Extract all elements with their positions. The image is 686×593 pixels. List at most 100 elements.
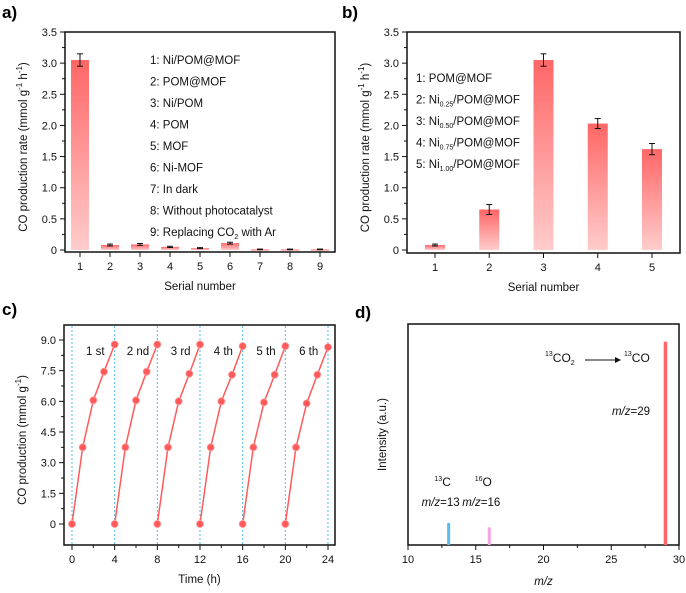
y-tick-label: 2.0 [384, 120, 399, 132]
bar [479, 209, 500, 250]
peak [663, 341, 668, 545]
data-point [153, 520, 162, 528]
x-tick-label: 8 [287, 261, 293, 273]
data-point [228, 370, 236, 379]
mz-label: m/z=29 [612, 406, 650, 418]
legend-text: 9: Replacing CO [150, 227, 234, 239]
peak [447, 522, 451, 545]
data-point [68, 520, 76, 528]
ylabel-sup: -1 [14, 378, 23, 386]
data-point [100, 367, 108, 376]
legend-text: 1: Ni/POM@MOF [150, 55, 240, 67]
data-point [292, 443, 300, 452]
x-tick-label: 25 [605, 554, 617, 566]
reactant-formula: CO [553, 351, 571, 365]
y-axis-title: CO production rate (mmol g-1 h-1) [357, 63, 372, 233]
x-tick-label: 5 [197, 261, 203, 273]
legend-subscript: 1.00 [440, 166, 454, 173]
x-tick-label: 0 [69, 554, 75, 566]
product-label: 13CO [624, 351, 650, 365]
bar [161, 246, 179, 250]
data-point [313, 370, 322, 379]
reactant-label: 13CO2 [545, 351, 575, 367]
x-axis-title: m/z [534, 576, 553, 588]
data-point [132, 396, 140, 405]
legend-text: 5: MOF [150, 141, 188, 153]
ylabel-end: ) [17, 375, 29, 379]
panel-label-b: b) [342, 3, 358, 22]
legend-subscript: 0.25 [440, 102, 454, 109]
ylabel-main: CO production rate (mmol g [18, 90, 30, 232]
peak [487, 527, 491, 545]
x-tick-label: 5 [649, 262, 655, 274]
y-tick-label: 2.5 [42, 89, 57, 101]
ylabel-sup: -1 [357, 83, 366, 91]
legend-entry: 4: POM [150, 120, 189, 132]
y-tick-label: 2.5 [384, 89, 399, 101]
y-tick-label: 1.0 [42, 183, 57, 195]
bar [221, 243, 239, 250]
reactant-subscript: 2 [571, 360, 575, 367]
legend-text: 4: Ni [416, 138, 440, 150]
legend-entry: 9: Replacing CO2 with Ar [150, 227, 276, 241]
data-point [174, 397, 183, 406]
mz-italic: m/z [462, 497, 481, 509]
x-tick-label: 8 [154, 554, 160, 566]
peak-label-sup: 16 [475, 476, 483, 483]
legend-text-after: with Ar [238, 227, 276, 239]
x-tick-label: 2 [486, 262, 492, 274]
ylabel-mid: h [18, 73, 30, 83]
data-point [238, 520, 247, 528]
y-tick-label: 3.5 [384, 27, 399, 39]
data-point [281, 342, 290, 351]
x-tick-label: 4 [595, 262, 601, 274]
x-tick-label: 1 [432, 262, 438, 274]
legend-text: 6: Ni-MOF [150, 163, 203, 175]
legend-text: 8: Without photocatalyst [150, 206, 274, 218]
legend-entry: 5: Ni1.00/POM@MOF [416, 159, 520, 173]
x-tick-label: 12 [194, 554, 206, 566]
data-point [164, 443, 172, 452]
y-tick-label: 3.0 [384, 58, 399, 70]
bar [101, 245, 119, 250]
x-tick-label: 7 [257, 261, 263, 273]
data-point [238, 342, 247, 351]
y-tick-label: 1.0 [384, 183, 399, 195]
y-axis-title: CO production rate (mmol g-1 h-1) [15, 62, 30, 232]
data-point [302, 399, 311, 408]
y-tick-label: 2.0 [42, 120, 57, 132]
mz-value: =29 [630, 406, 650, 418]
cycle-label: 5 th [256, 346, 275, 358]
peak-label-element: C [442, 475, 451, 489]
legend-entry: 6: Ni-MOF [150, 163, 203, 175]
peak-label-sup: 13 [434, 476, 442, 483]
y-tick-label: 0.5 [384, 214, 399, 226]
x-tick-label: 20 [279, 554, 291, 566]
x-tick-label: 10 [402, 554, 414, 566]
data-point [260, 398, 268, 407]
legend-entry: 8: Without photocatalyst [150, 206, 274, 218]
ylabel-sup: -1 [15, 82, 24, 90]
y-tick-label: 3.0 [42, 58, 57, 70]
mz-label: m/z=16 [462, 497, 500, 509]
y-tick-label: 1.5 [42, 152, 57, 164]
x-tick-label: 24 [322, 554, 334, 566]
legend-text-after: /POM@MOF [453, 159, 520, 171]
panel-label-a: a) [2, 3, 17, 22]
legend-entry: 4: Ni0.75/POM@MOF [416, 138, 520, 152]
mz-value: =13 [440, 497, 460, 509]
ylabel-main: CO production rate (mmol g [360, 90, 372, 232]
y-tick-label: 1.5 [384, 152, 399, 164]
legend-text: 1: POM@MOF [416, 73, 492, 85]
mz-label: m/z=13 [422, 497, 460, 509]
y-axis-title: Intensity (a.u.) [377, 398, 389, 471]
data-point [89, 396, 98, 405]
isotope-sup: 13 [624, 351, 632, 358]
legend-text-after: /POM@MOF [453, 138, 520, 150]
peak-label: 16O [475, 475, 492, 489]
legend-text-after: /POM@MOF [453, 116, 520, 128]
data-point [196, 340, 204, 349]
legend-text: 3: Ni [416, 116, 440, 128]
legend-entry: 2: Ni0.25/POM@MOF [416, 95, 520, 109]
